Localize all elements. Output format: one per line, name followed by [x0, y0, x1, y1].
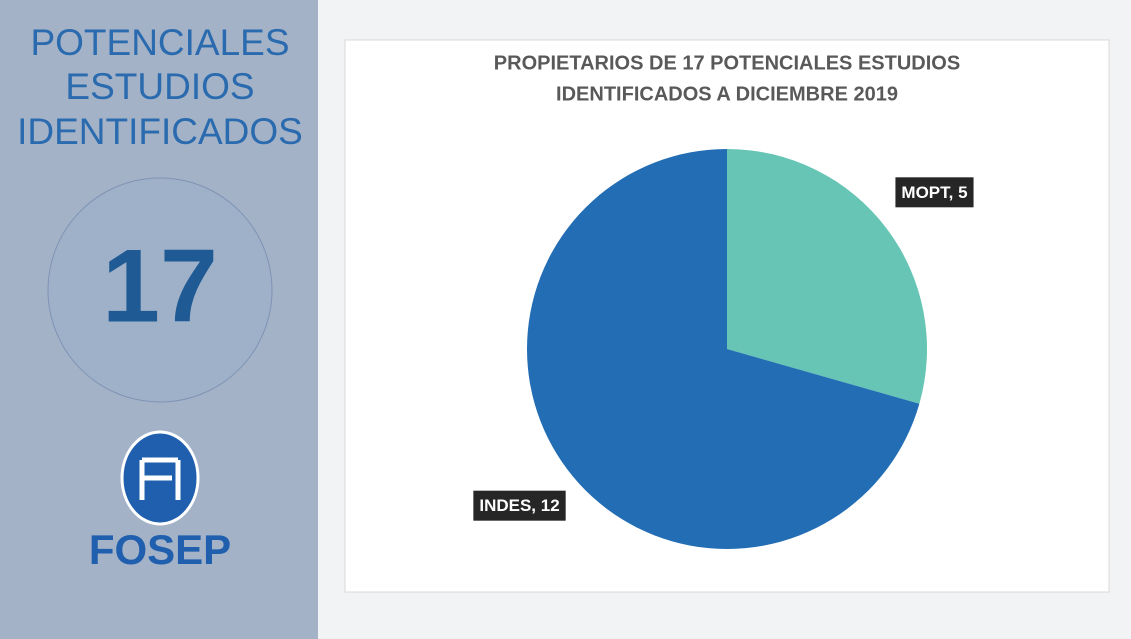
data-label-box — [895, 177, 974, 208]
logo — [120, 430, 200, 526]
big-number: 17 — [102, 228, 218, 344]
data-label: INDES, 12 — [479, 496, 559, 515]
chart-title: PROPIETARIOS DE 17 POTENCIALES ESTUDIOS — [494, 52, 960, 74]
pie-slice — [526, 149, 920, 549]
sidebar-heading: IDENTIFICADOS — [17, 111, 303, 152]
pie-slice — [727, 149, 927, 404]
logo-text: FOSEP — [89, 526, 231, 573]
data-label-box — [473, 490, 566, 521]
number-circle — [47, 177, 273, 403]
chart-title: IDENTIFICADOS A DICIEMBRE 2019 — [556, 83, 898, 105]
sidebar-heading: POTENCIALES — [30, 22, 289, 63]
sidebar-heading: ESTUDIOS — [65, 66, 254, 107]
data-label: MOPT, 5 — [901, 183, 967, 202]
